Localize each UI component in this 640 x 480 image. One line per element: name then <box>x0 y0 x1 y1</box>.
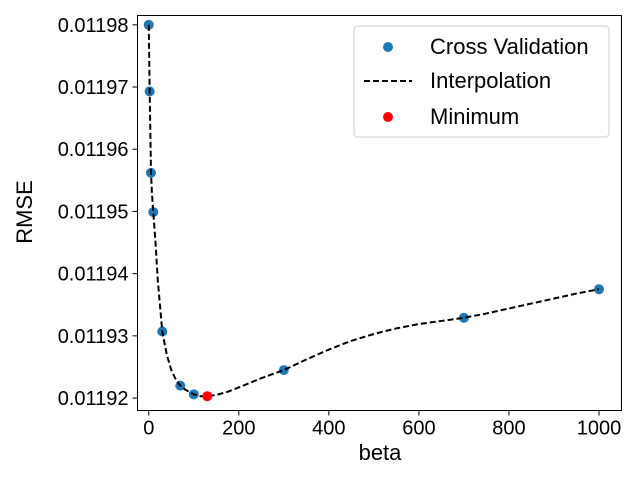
y-tick-label: 0.01196 <box>58 139 129 161</box>
x-tick-label: 200 <box>222 418 255 440</box>
legend-label-interpolation: Interpolation <box>430 68 551 93</box>
y-tick-label: 0.01192 <box>58 388 129 410</box>
legend-marker-cross-validation <box>383 42 393 52</box>
legend-label-minimum: Minimum <box>430 104 519 129</box>
y-tick-label: 0.01195 <box>58 201 129 223</box>
legend-label-cross-validation: Cross Validation <box>430 34 589 59</box>
y-tick-label: 0.01198 <box>58 15 129 37</box>
y-tick-label: 0.01197 <box>58 77 129 99</box>
axes-frame <box>137 15 622 411</box>
x-tick-label: 600 <box>402 418 435 440</box>
legend-box <box>353 25 610 138</box>
legend-marker-minimum <box>383 112 393 122</box>
minimum-point <box>202 391 213 402</box>
y-axis-label: RMSE <box>12 180 37 244</box>
plot-area <box>143 19 604 402</box>
y-tick-label: 0.01194 <box>58 264 129 286</box>
x-axis-label: beta <box>359 440 403 465</box>
x-tick-label: 1000 <box>577 418 622 440</box>
y-axis: 0.01192 0.01193 0.01194 0.01195 0.01196 0.011… <box>58 15 138 410</box>
legend: Cross Validation Interpolation Minimum <box>353 25 610 138</box>
y-tick-label: 0.01193 <box>58 326 129 348</box>
x-axis: 0 200 400 600 800 1000 <box>143 410 622 440</box>
x-tick-label: 800 <box>492 418 525 440</box>
x-tick-label: 0 <box>143 418 154 440</box>
x-tick-label: 400 <box>312 418 345 440</box>
cross-validation-point <box>458 312 469 323</box>
cross-validation-point <box>278 365 289 376</box>
cross-validation-point <box>148 207 159 218</box>
